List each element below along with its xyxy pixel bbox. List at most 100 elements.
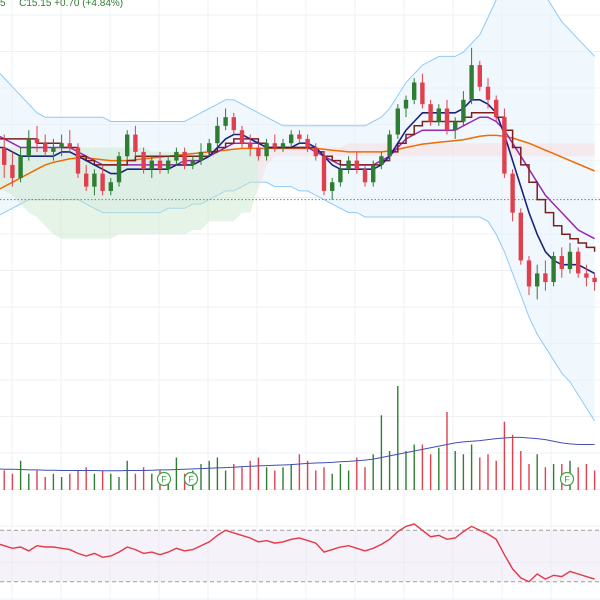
candle-body[interactable] (190, 160, 195, 165)
candle-body[interactable] (477, 65, 482, 87)
candle-body[interactable] (428, 104, 433, 122)
candle-body[interactable] (313, 147, 318, 157)
candle-body[interactable] (305, 138, 310, 148)
candle-body[interactable] (338, 169, 343, 183)
volume-bar (208, 460, 210, 490)
volume-bar (364, 467, 366, 490)
candle-body[interactable] (84, 173, 89, 187)
candle-body[interactable] (387, 134, 392, 157)
candle-body[interactable] (453, 121, 458, 131)
candle-body[interactable] (174, 151, 179, 161)
candle-body[interactable] (403, 99, 409, 109)
candle-body[interactable] (108, 182, 113, 191)
candle-body[interactable] (166, 160, 171, 170)
candle-body[interactable] (67, 143, 72, 148)
candle-body[interactable] (354, 160, 359, 170)
candle-body[interactable] (182, 151, 187, 165)
candle-body[interactable] (485, 86, 491, 100)
candle-body[interactable] (420, 82, 425, 105)
candle-body[interactable] (92, 173, 97, 187)
candlesticks[interactable] (0, 47, 597, 300)
candle-body[interactable] (510, 173, 515, 213)
candle-body[interactable] (100, 173, 105, 191)
candle-body[interactable] (584, 273, 589, 278)
volume-bar (331, 473, 333, 490)
volume-bar (28, 473, 30, 490)
f-marker-circle (156, 471, 172, 487)
candle-body[interactable] (256, 147, 261, 157)
candle-body[interactable] (379, 156, 384, 165)
candle-body[interactable] (43, 143, 48, 152)
candle-body[interactable] (330, 182, 335, 191)
candle-body[interactable] (239, 130, 245, 144)
legend-fragment: 5 (0, 0, 6, 9)
candle-body[interactable] (26, 138, 31, 157)
candle-body[interactable] (469, 65, 474, 100)
candle-body[interactable] (535, 273, 540, 287)
volume-bar (528, 464, 530, 490)
candle-body[interactable] (551, 256, 556, 283)
candle-body[interactable] (34, 138, 40, 144)
volume-bar (356, 457, 358, 490)
candle-body[interactable] (264, 143, 269, 157)
candle-body[interactable] (51, 147, 56, 152)
volume-bar (577, 467, 579, 490)
candle-body[interactable] (321, 156, 327, 191)
candle-body[interactable] (141, 151, 146, 170)
volume-bar (3, 470, 5, 490)
candle-body[interactable] (289, 134, 294, 144)
candle-body[interactable] (207, 143, 212, 152)
volume-bar (85, 467, 87, 490)
candle-body[interactable] (346, 160, 351, 170)
candle-body[interactable] (592, 277, 597, 283)
candle-body[interactable] (395, 108, 400, 135)
candle-body[interactable] (502, 117, 507, 174)
candle-body[interactable] (559, 256, 564, 270)
candle-body[interactable] (149, 160, 154, 170)
candle-body[interactable] (231, 117, 236, 131)
candle-body[interactable] (518, 212, 523, 261)
candle-body[interactable] (576, 251, 581, 274)
candle-body[interactable] (371, 164, 376, 183)
candle-body[interactable] (297, 134, 302, 139)
candle-body[interactable] (133, 134, 138, 152)
candle-body[interactable] (10, 164, 15, 178)
candle-body[interactable] (567, 251, 573, 270)
candle-body[interactable] (362, 169, 368, 183)
volume-bar (388, 451, 391, 490)
candle-body[interactable] (215, 125, 220, 144)
candle-body[interactable] (272, 143, 277, 148)
candle-body[interactable] (157, 160, 163, 170)
candle-body[interactable] (223, 117, 228, 126)
candle-body[interactable] (59, 143, 64, 148)
candle-body[interactable] (494, 99, 499, 118)
candle-body[interactable] (543, 273, 548, 283)
candle-body[interactable] (125, 134, 130, 157)
candle-body[interactable] (461, 99, 466, 122)
volume-bar (216, 457, 219, 490)
candle-body[interactable] (280, 143, 286, 148)
bollinger-upper-line (0, 0, 595, 127)
candle-body[interactable] (18, 156, 23, 178)
cloud-green (0, 147, 259, 239)
candle-body[interactable] (1, 147, 7, 165)
candle-body[interactable] (116, 156, 122, 183)
volume-bar (405, 451, 407, 490)
candle-body[interactable] (198, 151, 204, 161)
candle-body[interactable] (444, 108, 450, 131)
bollinger-fill (0, 0, 595, 421)
volume-bar (544, 467, 547, 490)
legend-change-pct: (+4.84%) (82, 0, 124, 9)
candle-body[interactable] (436, 108, 441, 122)
candle-body[interactable] (248, 143, 253, 148)
candle-body[interactable] (412, 82, 417, 100)
volume-bar (462, 454, 465, 490)
candle-body[interactable] (526, 260, 532, 287)
volume-bar (134, 473, 137, 490)
candle-body[interactable] (75, 147, 81, 174)
f-marker-label: F (188, 475, 194, 485)
legend-close-value: 15.15 (26, 0, 52, 9)
volume-bar (339, 464, 342, 490)
